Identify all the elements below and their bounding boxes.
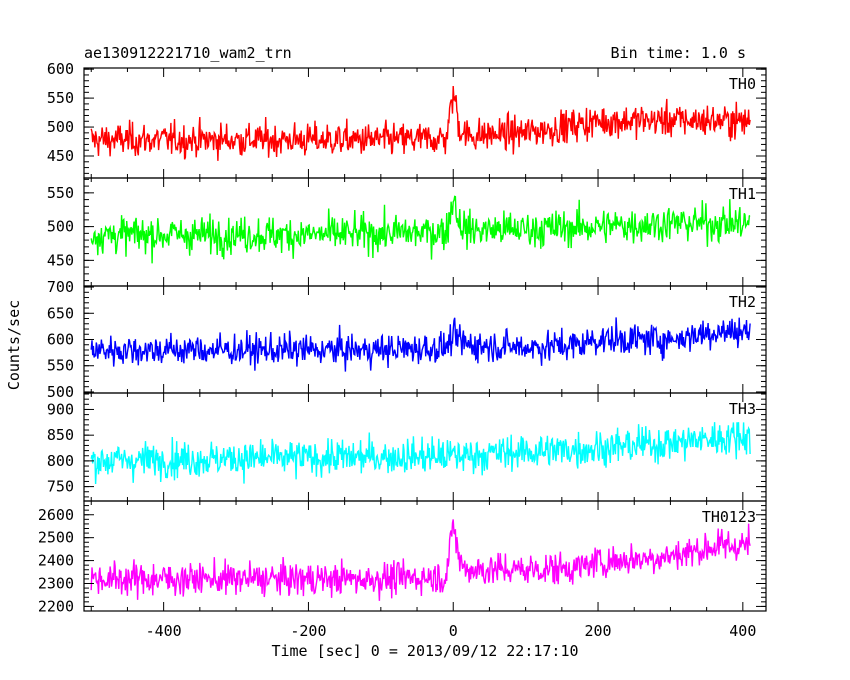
series-label-th2: TH2 — [729, 293, 756, 311]
y-tick-label: 700 — [47, 278, 74, 296]
series-line-th0123 — [90, 519, 751, 601]
y-tick-label: 2500 — [38, 529, 74, 547]
y-tick-label: 500 — [47, 383, 74, 401]
x-tick-label: 200 — [584, 622, 611, 640]
series-line-th1 — [90, 195, 751, 264]
series-line-th0 — [90, 85, 751, 161]
chart-title-left: ae130912221710_wam2_trn — [84, 44, 292, 62]
y-tick-label: 550 — [47, 184, 74, 202]
y-tick-label: 500 — [47, 218, 74, 236]
series-line-th2 — [90, 317, 751, 372]
y-tick-label: 2200 — [38, 597, 74, 615]
series-line-th3 — [90, 422, 751, 485]
series-label-th1: TH1 — [729, 185, 756, 203]
y-tick-label: 550 — [47, 89, 74, 107]
y-tick-label: 900 — [47, 400, 74, 418]
y-tick-label: 750 — [47, 478, 74, 496]
y-tick-label: 2400 — [38, 552, 74, 570]
y-tick-label: 600 — [47, 331, 74, 349]
y-axis-label: Counts/sec — [5, 300, 23, 390]
y-tick-label: 2600 — [38, 506, 74, 524]
y-tick-label: 850 — [47, 426, 74, 444]
series-label-th0123: TH0123 — [702, 508, 756, 526]
y-tick-label: 2300 — [38, 575, 74, 593]
y-tick-label: 600 — [47, 60, 74, 78]
x-tick-label: 400 — [729, 622, 756, 640]
x-tick-label: 0 — [449, 622, 458, 640]
series-label-th0: TH0 — [729, 75, 756, 93]
x-tick-label: -400 — [146, 622, 182, 640]
y-tick-label: 550 — [47, 357, 74, 375]
series-label-th3: TH3 — [729, 400, 756, 418]
x-tick-label: -200 — [290, 622, 326, 640]
x-axis-label: Time [sec] 0 = 2013/09/12 22:17:10 — [271, 642, 578, 660]
chart-title-right: Bin time: 1.0 s — [610, 44, 746, 62]
y-tick-label: 450 — [47, 251, 74, 269]
y-tick-label: 500 — [47, 118, 74, 136]
y-tick-label: 650 — [47, 304, 74, 322]
y-tick-label: 450 — [47, 147, 74, 165]
y-tick-label: 800 — [47, 452, 74, 470]
